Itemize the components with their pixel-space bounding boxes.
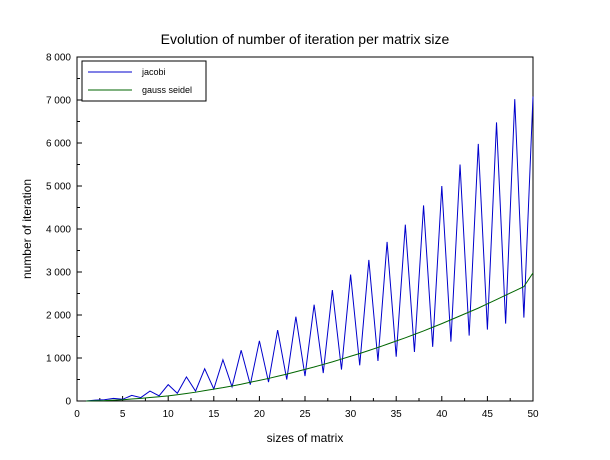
x-tick-label: 10	[163, 409, 175, 420]
x-tick-label: 30	[345, 409, 357, 420]
y-tick-label: 3 000	[46, 268, 71, 279]
x-tick-label: 0	[74, 409, 80, 420]
chart-title: Evolution of number of iteration per mat…	[161, 31, 450, 47]
x-tick-label: 25	[299, 409, 311, 420]
y-tick-label: 1 000	[46, 354, 71, 365]
y-axis-ticks: 0 1 000 2 000 3 000 4 000 5 000 6 000 7 000 8 00…	[46, 53, 82, 408]
y-tick-label: 4 000	[46, 225, 71, 236]
legend-label-jacobi: jacobi	[141, 67, 166, 77]
y-tick-label: 8 000	[46, 53, 71, 64]
x-tick-label: 45	[482, 409, 494, 420]
x-tick-label: 15	[208, 409, 220, 420]
x-tick-label: 20	[254, 409, 266, 420]
x-tick-label: 5	[120, 409, 126, 420]
series-layer	[86, 96, 534, 402]
plot-area-frame	[76, 56, 534, 402]
x-axis-ticks: 0 5 10 15 20 25 30 35 40 45 50	[74, 396, 539, 420]
x-tick-label: 40	[436, 409, 448, 420]
y-tick-label: 7 000	[46, 96, 71, 107]
y-axis-label: number of iteration	[20, 179, 34, 279]
series-line-jacobi	[86, 96, 534, 402]
y-tick-label: 2 000	[46, 311, 71, 322]
x-axis-label: sizes of matrix	[267, 431, 344, 445]
x-tick-label: 35	[391, 409, 403, 420]
y-tick-label: 0	[65, 397, 71, 408]
series-line-gauss-seidel	[86, 272, 534, 402]
legend: jacobi gauss seidel	[81, 60, 207, 102]
legend-box	[81, 60, 207, 102]
y-tick-label: 5 000	[46, 182, 71, 193]
x-tick-label: 50	[527, 409, 539, 420]
y-tick-label: 6 000	[46, 139, 71, 150]
legend-label-gauss-seidel: gauss seidel	[142, 85, 192, 95]
